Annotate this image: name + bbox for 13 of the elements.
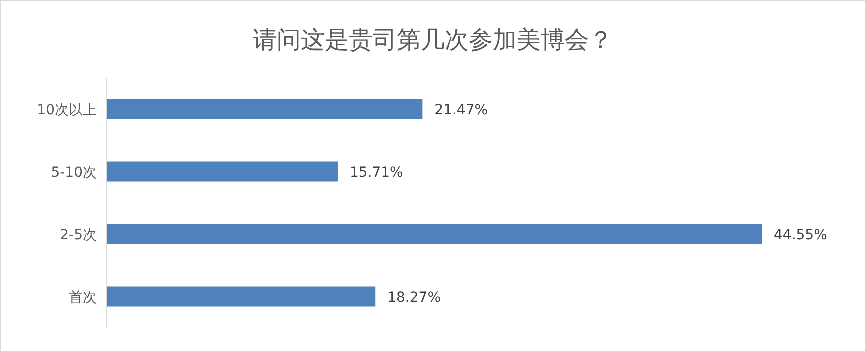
bar xyxy=(107,162,338,182)
y-tick-label: 2-5次 xyxy=(60,227,97,244)
bar xyxy=(107,224,762,244)
chart-title: 请问这是贵司第几次参加美博会？ xyxy=(253,26,613,54)
bar xyxy=(107,286,376,307)
y-tick-label: 5-10次 xyxy=(51,164,97,181)
y-tick-label: 10次以上 xyxy=(37,102,97,118)
bar xyxy=(107,99,423,120)
y-tick-label: 首次 xyxy=(69,290,97,306)
data-label: 15.71% xyxy=(350,164,404,181)
data-label: 21.47% xyxy=(434,102,488,118)
data-label: 44.55% xyxy=(774,227,828,244)
data-label: 18.27% xyxy=(388,290,442,306)
